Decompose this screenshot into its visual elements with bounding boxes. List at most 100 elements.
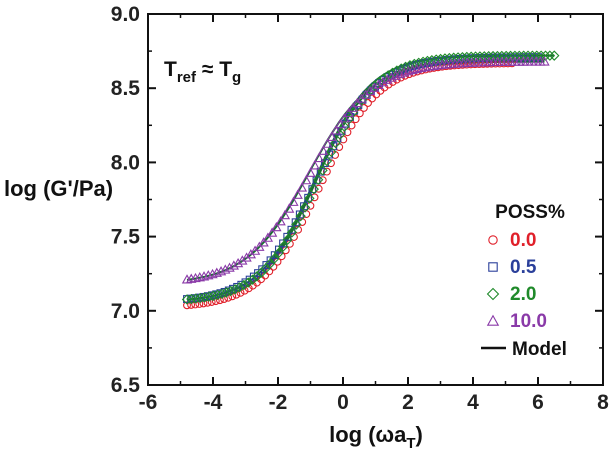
data-point [237,255,248,265]
data-point [386,72,397,82]
data-point [279,209,291,220]
data-point [283,203,295,213]
data-point [522,50,534,61]
series-10-0 [181,56,550,284]
data-point [318,145,329,155]
data-point [539,56,550,66]
legend-marker [488,235,498,245]
data-point [258,265,267,274]
x-tick-label: -4 [204,391,223,414]
data-point [296,182,308,192]
data-point [199,292,210,303]
data-point [186,293,197,305]
data-point [277,241,289,252]
data-point [487,50,499,62]
x-tick-label: 6 [532,391,544,414]
data-point [509,50,521,62]
data-point [190,293,201,304]
data-point [300,174,312,185]
data-point [531,50,542,61]
data-point [271,221,282,232]
data-point [288,196,299,206]
data-point [351,115,360,124]
annotation-tref-tg: Tref ≈ Tg [164,58,241,86]
legend-title: POSS% [495,202,565,223]
data-point [394,68,405,79]
data-series [181,50,560,310]
data-point [266,227,278,237]
y-tick-label: 9.0 [111,3,140,26]
data-point [291,219,302,230]
data-point [327,159,335,168]
data-point [518,50,529,61]
data-point [211,267,222,277]
legend-label: 0.0 [510,230,536,251]
data-point [305,167,316,177]
data-point [320,159,329,167]
x-tick-label: 4 [467,391,479,414]
legend-marker [486,314,500,326]
data-point [381,74,393,84]
legend-label: 0.5 [510,257,537,278]
legend-marker [486,287,500,301]
y-tick-label: 8.5 [111,77,141,100]
data-point [215,266,227,276]
data-point [334,129,346,140]
data-point [212,289,223,301]
data-point [309,160,320,170]
axis-ticks: -6 -4 -2 0 2 4 6 8 6.5 7.0 7.5 8.0 8.5 9.0 [111,3,609,414]
data-point [343,107,354,117]
y-axis-title: log (G'/Pa) [4,176,113,201]
model-curve [186,54,555,301]
data-point [241,252,252,262]
data-point [330,137,341,149]
data-point [220,264,231,274]
x-tick-label: 2 [402,391,414,414]
data-point [549,50,560,61]
data-point [269,253,280,264]
data-point [527,50,538,61]
y-tick-label: 7.5 [111,226,141,249]
x-tick-label: 0 [337,391,349,414]
data-point [225,285,236,297]
x-tick-label: 8 [597,391,609,414]
data-point [403,65,414,76]
data-point [221,287,232,298]
legend: 0.0 0.5 2.0 10.0 Model [481,230,567,360]
data-point [287,225,296,234]
y-tick-label: 6.5 [111,374,141,397]
data-point [343,128,352,137]
data-point [183,301,191,310]
legend-marker [488,262,498,272]
data-point [247,274,258,285]
data-point [234,282,245,293]
data-point [216,288,228,299]
data-point [544,50,556,61]
data-point [302,210,311,218]
legend-label: 2.0 [510,284,536,305]
data-point [275,216,286,226]
data-point [373,79,384,89]
x-tick-label: -6 [139,391,158,414]
data-point [492,50,503,62]
legend-label: 10.0 [510,311,547,332]
data-point [317,165,328,176]
data-point [312,174,324,185]
data-point [266,256,275,265]
data-point [203,270,214,280]
data-point [335,118,346,129]
y-tick-label: 7.0 [111,300,140,323]
data-point [258,237,269,247]
data-point [194,292,206,304]
data-point [228,260,240,270]
data-point [326,146,337,158]
data-point [282,234,293,245]
data-point [390,70,401,80]
data-point [318,176,327,185]
data-point [479,51,490,62]
data-point [295,210,306,222]
data-point [514,50,525,61]
data-point [347,102,359,112]
